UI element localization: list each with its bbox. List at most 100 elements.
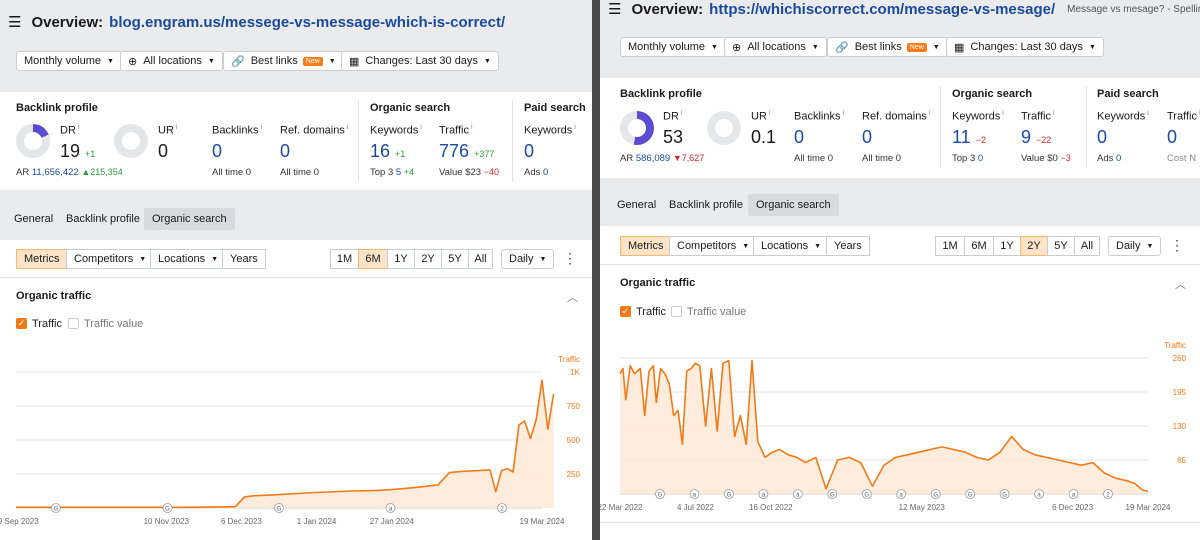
- years-button[interactable]: Years: [826, 236, 870, 256]
- paid-traffic-value[interactable]: 0: [1167, 127, 1178, 147]
- competitors-dropdown[interactable]: Competitors ▼: [669, 236, 758, 256]
- more-options-icon[interactable]: ⋮: [563, 250, 577, 266]
- years-button[interactable]: Years: [222, 249, 266, 269]
- keywords-value[interactable]: 11 −2: [952, 127, 986, 147]
- traffic-checkbox[interactable]: ✓: [16, 318, 27, 329]
- annotation-label: a: [1037, 493, 1041, 499]
- backlinks-value[interactable]: 0: [794, 127, 805, 147]
- range-1y-button[interactable]: 1Y: [387, 249, 415, 269]
- dr-donut-chart: [16, 124, 50, 158]
- volume-dropdown[interactable]: Monthly volume ▼: [16, 51, 122, 71]
- range-1m-button[interactable]: 1M: [330, 249, 359, 269]
- metrics-tab[interactable]: Metrics: [620, 236, 672, 256]
- collapse-icon[interactable]: ︿: [567, 292, 578, 304]
- menu-icon[interactable]: ☰: [608, 1, 622, 18]
- best-links-dropdown[interactable]: 🔗 Best links New ▼: [827, 37, 948, 57]
- competitors-dropdown[interactable]: Competitors ▼: [66, 249, 155, 269]
- ads-value: Ads 0: [524, 167, 549, 178]
- range-2y-button[interactable]: 2Y: [1020, 236, 1048, 256]
- more-options-icon[interactable]: ⋮: [1170, 237, 1184, 253]
- ref-domains-value[interactable]: 0: [862, 127, 873, 147]
- organic-traffic-title: Organic traffic: [620, 277, 696, 289]
- x-tick-label: 1 Jan 2024: [297, 517, 337, 526]
- backlink-profile-title: Backlink profile: [16, 102, 98, 114]
- range-1m-button[interactable]: 1M: [935, 236, 965, 256]
- best-links-dropdown[interactable]: 🔗 Best links New ▼: [223, 51, 344, 71]
- dr-donut-chart: [620, 111, 654, 145]
- page-title: ☰ Overview: blog.engram.us/messege-vs-me…: [8, 13, 506, 32]
- tab-backlink-profile[interactable]: Backlink profile: [66, 213, 140, 225]
- ref-domains-value[interactable]: 0: [280, 141, 291, 161]
- calendar-icon: ▦: [954, 41, 965, 54]
- y-tick-label: 65: [1177, 456, 1186, 465]
- menu-icon[interactable]: ☰: [8, 14, 22, 31]
- locations-filter-dropdown[interactable]: Locations ▼: [150, 249, 227, 269]
- range-2y-button[interactable]: 2Y: [414, 249, 442, 269]
- annotation-marker: [689, 489, 700, 499]
- interval-dropdown[interactable]: Daily ▼: [1108, 236, 1162, 256]
- traffic-checkbox[interactable]: ✓: [620, 306, 631, 317]
- divider: [512, 100, 513, 182]
- tab-backlink-profile[interactable]: Backlink profile: [669, 199, 743, 211]
- backlinks-value[interactable]: 0: [212, 141, 223, 161]
- page-url[interactable]: https://whichiscorrect.com/message-vs-me…: [709, 0, 1056, 18]
- caret-down-icon: ▼: [539, 255, 547, 263]
- y-axis-label: Traffic: [558, 355, 580, 364]
- dr-value: 53: [663, 127, 684, 147]
- annotation-label: G: [277, 507, 282, 513]
- traffic-value[interactable]: 776 +377: [439, 141, 495, 161]
- range-5y-button[interactable]: 5Y: [1047, 236, 1075, 256]
- traffic-area: [16, 380, 554, 508]
- window-divider: [592, 0, 600, 540]
- locations-dropdown[interactable]: ⊕ All locations ▼: [120, 51, 223, 71]
- paid-keywords-value[interactable]: 0: [1097, 127, 1108, 147]
- keywords-value[interactable]: 16 +1: [370, 141, 406, 161]
- divider: [0, 277, 592, 278]
- paid-keywords-value[interactable]: 0: [524, 141, 535, 161]
- caret-down-icon: ▼: [211, 255, 219, 263]
- traffic-label: Traffic i: [439, 124, 473, 137]
- collapse-icon[interactable]: ︿: [1175, 279, 1186, 291]
- locations-dropdown[interactable]: ⊕ All locations ▼: [724, 37, 827, 57]
- range-all-button[interactable]: All: [468, 249, 493, 269]
- traffic-value-checkbox[interactable]: [671, 306, 682, 317]
- annotation-label: a: [1072, 493, 1076, 499]
- range-5y-button[interactable]: 5Y: [441, 249, 469, 269]
- tab-general[interactable]: General: [14, 213, 54, 225]
- y-tick-label: 130: [1173, 422, 1187, 431]
- x-tick-label: 19 Sep 2023: [0, 517, 39, 526]
- volume-dropdown[interactable]: Monthly volume ▼: [620, 37, 726, 57]
- locations-filter-dropdown[interactable]: Locations ▼: [753, 236, 830, 256]
- divider: [600, 522, 1200, 523]
- ref-domains-label: Ref. domains i: [280, 124, 349, 137]
- tab-general[interactable]: General: [617, 199, 657, 211]
- header-area: [0, 0, 592, 92]
- x-tick-label: 12 May 2023: [899, 503, 946, 512]
- ur-value: 0.1: [751, 127, 777, 147]
- tab-organic-search[interactable]: Organic search: [144, 208, 235, 230]
- range-6m-button[interactable]: 6M: [358, 249, 388, 269]
- interval-dropdown[interactable]: Daily ▼: [501, 249, 555, 269]
- calendar-icon: ▦: [349, 55, 360, 68]
- metrics-tab[interactable]: Metrics: [16, 249, 68, 269]
- range-6m-button[interactable]: 6M: [964, 236, 994, 256]
- changes-dropdown[interactable]: ▦ Changes: Last 30 days ▼: [341, 51, 499, 71]
- annotation-marker: [274, 503, 284, 513]
- right-panel: ☰ Overview: https://whichiscorrect.com/m…: [600, 0, 1200, 540]
- browser-tab-title[interactable]: Message vs mesage? - Spelling Which Is C: [1067, 3, 1200, 15]
- page-url[interactable]: blog.engram.us/messege-vs-message-which-…: [109, 13, 506, 31]
- traffic-value-checkbox[interactable]: [68, 318, 79, 329]
- range-1y-button[interactable]: 1Y: [993, 236, 1021, 256]
- changes-dropdown[interactable]: ▦ Changes: Last 30 days ▼: [946, 37, 1104, 57]
- traffic-value-amount: Value $0 −3: [1021, 153, 1071, 164]
- backlinks-label: Backlinks i: [212, 124, 263, 137]
- x-tick-label: 19 Mar 2024: [520, 517, 565, 526]
- range-all-button[interactable]: All: [1074, 236, 1100, 256]
- traffic-checkbox-label: Traffic: [636, 306, 666, 318]
- tab-organic-search[interactable]: Organic search: [748, 194, 839, 216]
- top3-value: Top 3 5 +4: [370, 167, 415, 178]
- traffic-value[interactable]: 9 −22: [1021, 127, 1052, 147]
- annotation-label: G: [933, 493, 938, 499]
- organic-search-title: Organic search: [952, 88, 1033, 100]
- globe-icon: ⊕: [128, 55, 138, 68]
